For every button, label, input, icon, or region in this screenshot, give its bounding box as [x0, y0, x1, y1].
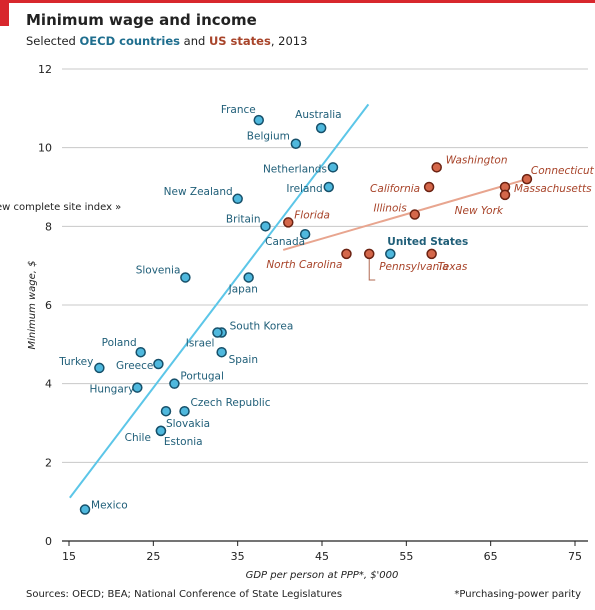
- us-point-illinois: [409, 209, 421, 220]
- oecd-point-greece: [153, 358, 164, 370]
- oecd-point-slovenia: [180, 272, 191, 283]
- data-label-ireland: Ireland: [286, 183, 322, 195]
- oecd-point-hungary: [132, 382, 143, 393]
- data-label-chile: Chile: [125, 432, 151, 444]
- oecd-point-portugal: [169, 378, 180, 389]
- ppp-footnote: *Purchasing-power parity: [454, 589, 581, 600]
- y-tick-label: 6: [45, 299, 52, 312]
- data-label-poland: Poland: [102, 337, 137, 349]
- chart-title: Minimum wage and income: [26, 11, 257, 29]
- data-label-japan: Japan: [228, 283, 258, 295]
- data-label-united-states: United States: [387, 236, 468, 248]
- data-label-netherlands: Netherlands: [263, 163, 327, 175]
- oecd-point-spain: [216, 346, 227, 358]
- data-label-czech-republic: Czech Republic: [191, 397, 271, 409]
- us-point-washington: [431, 162, 442, 173]
- us-point-pennsylvania: [363, 248, 375, 260]
- data-label-australia: Australia: [295, 109, 341, 121]
- x-tick-label: 75: [568, 550, 582, 563]
- data-label-new-york: New York: [455, 205, 504, 217]
- us-point-texas: [426, 248, 437, 260]
- us-point-new-york: [499, 189, 511, 201]
- subtitle-and: and: [183, 34, 206, 48]
- data-label-france: France: [221, 104, 256, 116]
- oecd-point-slovakia: [160, 405, 172, 417]
- sources-note: Sources: OECD; BEA; National Conference …: [26, 589, 343, 600]
- x-tick-label: 25: [146, 550, 160, 563]
- y-tick-label: 10: [38, 142, 52, 155]
- x-tick-label: 45: [315, 550, 329, 563]
- oecd-point-united-states: [385, 248, 396, 260]
- data-label-mexico: Mexico: [91, 500, 128, 512]
- data-label-slovakia: Slovakia: [166, 418, 210, 430]
- x-axis-label: GDP per person at PPP*, $'000: [246, 570, 399, 581]
- oecd-point-britain: [260, 221, 271, 232]
- oecd-point-czech-republic: [179, 405, 190, 417]
- data-label-israel: Israel: [186, 338, 215, 350]
- data-label-portugal: Portugal: [180, 371, 224, 383]
- data-label-pennsylvania: Pennsylvania: [379, 261, 448, 273]
- data-label-britain: Britain: [226, 213, 261, 225]
- us-point-north-carolina: [341, 248, 352, 260]
- oecd-point-estonia: [155, 425, 167, 437]
- pennsylvania-leader-line: [368, 257, 376, 281]
- data-label-washington: Washington: [446, 154, 508, 166]
- data-label-north-carolina: North Carolina: [266, 259, 342, 271]
- us-trend-line: [282, 178, 528, 251]
- subtitle-prefix: Selected: [26, 34, 76, 48]
- x-tick-label: 35: [231, 550, 245, 563]
- subtitle-suffix: , 2013: [270, 34, 308, 48]
- oecd-point-netherlands: [327, 162, 339, 173]
- oecd-point-israel: [212, 327, 223, 338]
- data-label-turkey: Turkey: [58, 356, 93, 368]
- oecd-point-mexico: [79, 504, 91, 515]
- subtitle-us: US states: [208, 34, 271, 48]
- data-label-massachusetts: Massachusetts: [514, 183, 592, 195]
- x-tick-label: 65: [484, 550, 498, 563]
- y-tick-label: 4: [45, 378, 52, 391]
- oecd-point-canada: [299, 228, 311, 240]
- y-tick-label: 0: [45, 535, 52, 548]
- data-label-greece: Greece: [116, 360, 153, 372]
- oecd-point-new-zealand: [232, 193, 243, 205]
- us-point-florida: [283, 217, 294, 228]
- data-label-estonia: Estonia: [164, 436, 203, 448]
- data-label-belgium: Belgium: [247, 131, 290, 143]
- oecd-point-turkey: [94, 362, 105, 374]
- data-label-california: California: [370, 183, 420, 195]
- y-tick-label: 8: [45, 220, 52, 233]
- oecd-point-france: [253, 114, 264, 126]
- oecd-point-poland: [135, 346, 146, 358]
- data-label-new-zealand: New Zealand: [164, 186, 233, 198]
- site-index-link[interactable]: ew complete site index »: [0, 201, 125, 214]
- us-point-connecticut: [521, 173, 533, 185]
- oecd-point-belgium: [290, 138, 302, 149]
- chart-subtitle: Selected OECD countries and US states, 2…: [26, 34, 307, 48]
- us-point-california: [423, 181, 435, 193]
- subtitle-oecd: OECD countries: [79, 34, 180, 48]
- data-label-slovenia: Slovenia: [136, 264, 181, 276]
- data-label-south-korea: South Korea: [230, 321, 294, 333]
- data-label-illinois: Illinois: [373, 203, 407, 215]
- oecd-point-japan: [243, 272, 254, 283]
- y-tick-label: 2: [45, 456, 52, 469]
- data-label-spain: Spain: [229, 354, 258, 366]
- brand-tag: [0, 3, 9, 26]
- x-tick-label: 15: [62, 550, 76, 563]
- data-label-canada: Canada: [265, 236, 305, 248]
- y-axis-label: Minimum wage, $: [27, 260, 38, 349]
- data-label-texas: Texas: [438, 261, 468, 273]
- oecd-point-australia: [315, 122, 327, 134]
- data-label-hungary: Hungary: [89, 384, 134, 396]
- y-tick-label: 12: [38, 63, 52, 76]
- data-label-connecticut: Connecticut: [531, 165, 595, 177]
- data-label-florida: Florida: [294, 209, 330, 221]
- oecd-trend-line: [69, 103, 370, 499]
- top-accent-bar: [0, 0, 595, 3]
- oecd-point-ireland: [323, 181, 334, 193]
- x-tick-label: 55: [399, 550, 413, 563]
